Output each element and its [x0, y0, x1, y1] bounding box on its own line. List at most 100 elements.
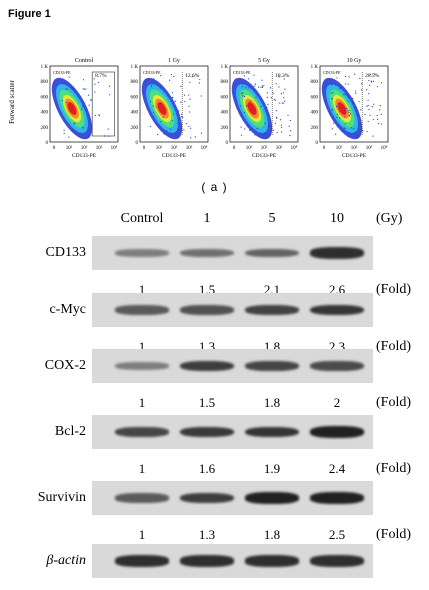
scatter-point: [256, 127, 258, 130]
scatter-point: [254, 83, 256, 85]
scatter-point: [335, 133, 337, 135]
scatter-point: [283, 102, 285, 104]
y-tick-label: 800: [131, 80, 139, 85]
scatter-point: [373, 103, 375, 105]
x-tick-label: 10³: [366, 145, 373, 151]
scatter-point: [258, 86, 260, 88]
scatter-point: [82, 79, 85, 81]
scatter-point: [368, 93, 370, 95]
scatter-point: [63, 129, 65, 131]
scatter-point: [171, 119, 173, 122]
gate-label: CD133-PE: [323, 70, 341, 75]
scatter-point: [269, 87, 272, 89]
scatter-point: [270, 97, 272, 99]
fold-unit-label: (Fold): [376, 282, 411, 297]
scatter-point: [372, 135, 374, 137]
scatter-point: [343, 127, 345, 129]
blot-band: [245, 555, 299, 567]
scatter-point: [82, 101, 85, 103]
scatter-point: [376, 114, 378, 117]
x-tick-label: 10¹: [66, 145, 73, 151]
scatter-point: [66, 87, 68, 89]
y-tick-label: 600: [221, 95, 229, 100]
scatter-point: [380, 123, 383, 125]
scatter-point: [171, 96, 174, 99]
scatter-point: [170, 73, 172, 76]
scatter-point: [63, 132, 65, 134]
scatter-point: [368, 79, 370, 82]
flow-plot: Control 1 K 800 600 400 200 00 10¹ 10² 10³ 10⁴ CD13…: [41, 58, 119, 159]
blot-band: [310, 555, 364, 567]
fold-value: 1: [138, 282, 146, 297]
scatter-point: [243, 75, 245, 77]
x-axis-label: CD133-PE: [252, 153, 277, 159]
scatter-point: [73, 122, 75, 124]
scatter-point: [260, 105, 262, 108]
fold-value: 1.3: [198, 527, 216, 542]
fold-unit-label: (Fold): [376, 527, 411, 542]
scatter-point: [352, 97, 354, 100]
scatter-point: [353, 132, 355, 134]
scatter-point: [109, 94, 111, 96]
scatter-point: [253, 113, 255, 115]
scatter-point: [275, 110, 278, 112]
scatter-point: [194, 136, 196, 138]
blot-band: [115, 249, 169, 257]
blot-row-label: β-actin: [46, 553, 86, 568]
scatter-point: [281, 102, 283, 104]
scatter-point: [190, 127, 192, 129]
scatter-point: [173, 75, 175, 78]
scatter-point: [93, 78, 95, 80]
scatter-point: [367, 104, 369, 107]
scatter-point: [269, 134, 271, 136]
scatter-point: [254, 134, 256, 136]
scatter-point: [241, 86, 244, 88]
scatter-point: [272, 92, 274, 94]
scatter-point: [88, 104, 90, 106]
scatter-point: [73, 88, 75, 90]
x-tick-label: 10¹: [246, 145, 253, 151]
scatter-point: [276, 131, 278, 134]
scatter-point: [344, 128, 346, 130]
scatter-point: [180, 101, 182, 103]
scatter-point: [332, 116, 334, 118]
scatter-point: [155, 106, 157, 108]
scatter-point: [247, 87, 249, 89]
x-tick-label: 10⁴: [291, 145, 298, 151]
scatter-point: [331, 108, 333, 111]
scatter-point: [61, 99, 64, 101]
scatter-point: [160, 130, 163, 132]
scatter-point: [65, 101, 67, 104]
fold-value: 2: [333, 395, 341, 410]
blot-band: [245, 360, 299, 372]
scatter-point: [265, 136, 267, 139]
scatter-point: [264, 133, 266, 135]
scatter-point: [267, 103, 269, 106]
scatter-point: [185, 122, 187, 125]
scatter-point: [349, 113, 352, 115]
scatter-point: [376, 85, 378, 88]
scatter-point: [266, 92, 269, 94]
scatter-point: [283, 78, 285, 80]
x-tick-label: 10¹: [156, 145, 163, 151]
scatter-point: [282, 92, 284, 94]
blot-row-label: Bcl-2: [54, 424, 86, 439]
fold-value: 1.8: [263, 395, 281, 410]
scatter-point: [380, 113, 382, 115]
y-tick-label: 0: [226, 141, 229, 146]
x-axis-label: CD133-PE: [342, 153, 367, 159]
scatter-point: [282, 97, 285, 99]
y-tick-label: 200: [131, 126, 139, 131]
scatter-point: [84, 109, 87, 111]
scatter-point: [77, 95, 79, 98]
flow-plot-title: 1 Gy: [168, 58, 180, 64]
y-tick-label: 0: [316, 141, 319, 146]
fold-value: 1.6: [198, 461, 216, 476]
x-tick-label: 10³: [276, 145, 283, 151]
scatter-point: [353, 128, 355, 130]
scatter-point: [172, 113, 175, 115]
scatter-point: [189, 81, 191, 83]
scatter-point: [344, 94, 346, 96]
panel-a-label: ( a ): [201, 180, 228, 194]
scatter-point: [199, 78, 201, 81]
